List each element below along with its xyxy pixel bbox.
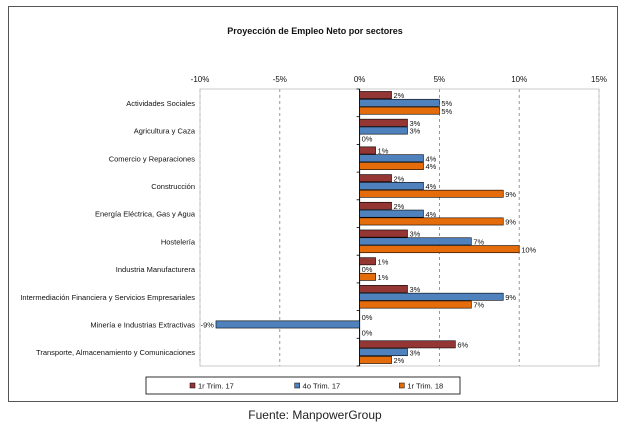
bar-3: [359, 217, 504, 226]
legend-label: 1r Trim. 17: [198, 382, 234, 391]
data-label: 5%: [441, 99, 452, 108]
data-label: 7%: [473, 237, 484, 246]
category-label: Comercio y Reparaciones: [109, 154, 196, 163]
data-label: 3%: [409, 119, 420, 128]
chart-frame: [8, 6, 618, 402]
bar-2: [359, 209, 424, 218]
bar-2: [359, 348, 408, 357]
data-label: 4%: [425, 210, 436, 219]
category-label: Agricultura y Caza: [134, 127, 196, 136]
data-label: 4%: [425, 182, 436, 191]
bar-3: [359, 162, 424, 170]
legend-box: [145, 376, 461, 395]
bar-2: [359, 237, 472, 246]
data-label: 2%: [394, 356, 405, 365]
plot-area-border: [199, 88, 600, 367]
data-label: 3%: [409, 285, 420, 294]
chart-title: Proyección de Empleo Neto por sectores: [227, 26, 403, 36]
data-label: 7%: [473, 301, 484, 310]
data-label: 1%: [378, 257, 389, 266]
data-label: 5%: [441, 107, 452, 116]
data-label: 1%: [378, 273, 389, 282]
legend-label: 4o Trim. 17: [303, 382, 341, 391]
data-label: 9%: [505, 218, 516, 227]
bar-1: [359, 229, 408, 238]
bar-1: [359, 118, 408, 127]
x-tick-label: -5%: [273, 75, 287, 84]
data-label: 3%: [409, 230, 420, 239]
data-label: 9%: [505, 190, 516, 199]
x-tick-label: 15%: [591, 75, 607, 84]
legend-label: 1r Trim. 18: [407, 382, 443, 391]
bar-1: [359, 285, 408, 293]
bar-3: [359, 300, 472, 309]
data-label: 0%: [362, 328, 373, 337]
data-label: 2%: [394, 202, 405, 211]
data-label: 2%: [394, 91, 405, 100]
x-tick-label: -10%: [191, 75, 210, 84]
bar-2: [215, 320, 360, 329]
category-label: Industria Manufacturera: [116, 265, 196, 274]
data-label: 0%: [362, 134, 373, 143]
data-label: 9%: [505, 293, 516, 302]
category-label: Actividades Sociales: [126, 99, 195, 108]
bar-2: [359, 98, 440, 107]
legend-swatch: [399, 382, 405, 389]
bar-2: [359, 154, 424, 163]
data-label: 4%: [425, 154, 436, 163]
category-label: Intermediación Financiera y Servicios Em…: [20, 293, 195, 302]
bar-1: [359, 340, 456, 349]
data-label: 3%: [409, 127, 420, 136]
category-label: Minería e Industrias Extractivas: [90, 320, 195, 329]
bar-3: [359, 272, 376, 281]
data-label: 10%: [521, 245, 536, 254]
bar-3: [359, 106, 440, 115]
data-label: 2%: [394, 174, 405, 183]
data-label: 0%: [362, 313, 373, 322]
bar-2: [359, 126, 408, 135]
category-label: Transporte, Almacenamiento y Comunicacio…: [36, 348, 195, 357]
bar-1: [359, 257, 376, 266]
bar-3: [359, 356, 392, 364]
legend-swatch: [294, 382, 300, 389]
bar-1: [359, 174, 392, 183]
bar-1: [359, 146, 376, 155]
data-label: 4%: [425, 162, 436, 171]
x-tick-label: 5%: [434, 75, 446, 84]
bar-1: [359, 91, 392, 99]
legend-swatch: [189, 382, 196, 389]
data-label: 6%: [457, 340, 468, 349]
category-label: Construcción: [151, 182, 195, 191]
category-label: Energía Eléctrica, Gas y Agua: [95, 210, 196, 219]
bar-2: [359, 182, 424, 190]
category-label: Hostelería: [161, 237, 196, 246]
data-label: 1%: [378, 147, 389, 156]
x-tick-label: 0%: [354, 75, 366, 84]
data-label: 3%: [409, 348, 420, 357]
bar-1: [359, 201, 392, 210]
source-caption: Fuente: ManpowerGroup: [248, 408, 382, 422]
bar-3: [359, 245, 520, 254]
x-tick-label: 10%: [511, 75, 527, 84]
bar-3: [359, 189, 504, 198]
data-label: -9%: [201, 321, 215, 330]
bar-2: [359, 292, 504, 301]
data-label: 0%: [362, 265, 373, 274]
